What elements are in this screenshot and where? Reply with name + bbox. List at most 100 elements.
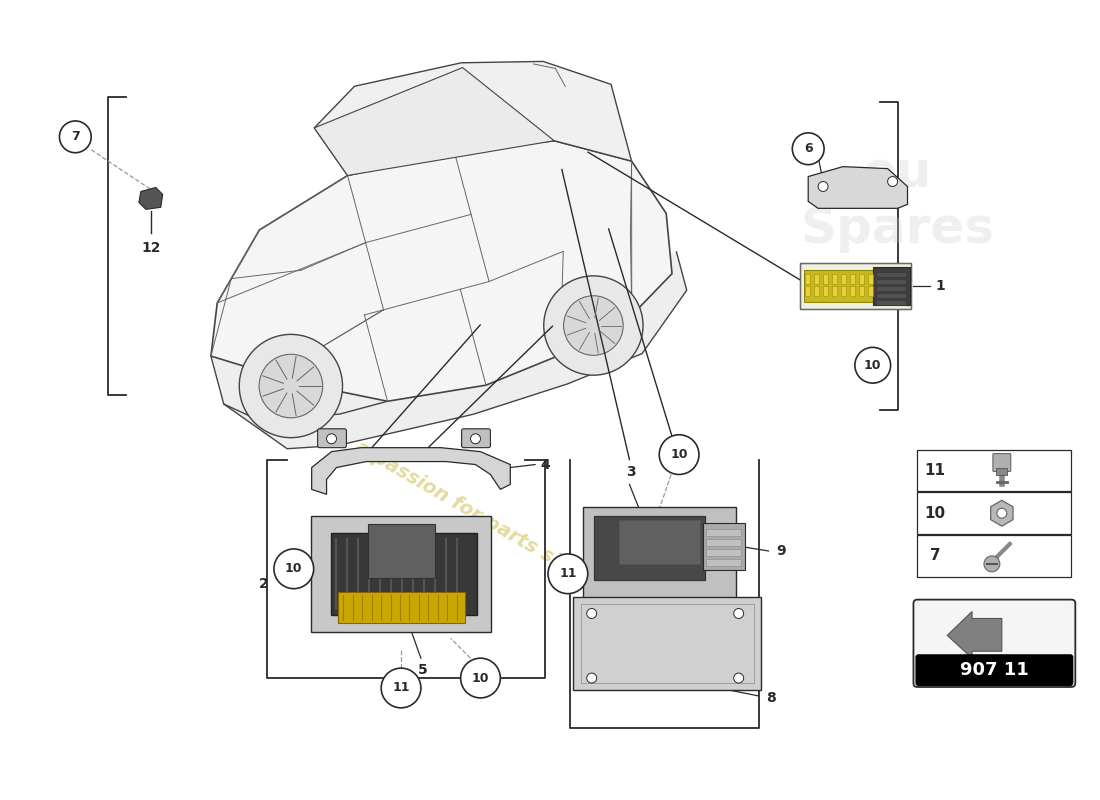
- Bar: [706, 539, 740, 546]
- FancyBboxPatch shape: [805, 286, 811, 296]
- Bar: [918, 658, 1070, 681]
- FancyBboxPatch shape: [913, 600, 1076, 687]
- Circle shape: [818, 182, 828, 191]
- Circle shape: [888, 177, 898, 186]
- FancyBboxPatch shape: [850, 286, 855, 296]
- FancyBboxPatch shape: [868, 286, 872, 296]
- FancyBboxPatch shape: [594, 516, 705, 580]
- Bar: [876, 300, 905, 305]
- FancyBboxPatch shape: [583, 507, 736, 601]
- FancyBboxPatch shape: [832, 274, 837, 284]
- Circle shape: [274, 549, 313, 589]
- Circle shape: [734, 609, 744, 618]
- Text: 11: 11: [925, 463, 946, 478]
- FancyBboxPatch shape: [842, 274, 846, 284]
- Polygon shape: [947, 611, 1002, 658]
- Circle shape: [586, 609, 596, 618]
- Circle shape: [260, 354, 322, 418]
- Circle shape: [382, 668, 421, 708]
- Text: 10: 10: [925, 506, 946, 521]
- Circle shape: [792, 133, 824, 165]
- Circle shape: [327, 434, 337, 444]
- FancyBboxPatch shape: [814, 274, 820, 284]
- Text: 9: 9: [777, 544, 786, 558]
- Text: 11: 11: [393, 682, 410, 694]
- Circle shape: [997, 508, 1006, 518]
- FancyBboxPatch shape: [462, 429, 491, 448]
- Circle shape: [586, 673, 596, 683]
- Polygon shape: [311, 448, 510, 494]
- Text: 1: 1: [935, 278, 945, 293]
- Circle shape: [984, 556, 1000, 572]
- FancyBboxPatch shape: [859, 286, 864, 296]
- Text: 5: 5: [418, 663, 428, 677]
- FancyBboxPatch shape: [703, 523, 745, 570]
- Bar: [876, 272, 905, 277]
- FancyBboxPatch shape: [868, 274, 872, 284]
- FancyBboxPatch shape: [850, 274, 855, 284]
- Text: 10: 10: [472, 671, 490, 685]
- Text: 12: 12: [141, 241, 161, 255]
- Bar: [706, 559, 740, 566]
- Circle shape: [59, 121, 91, 153]
- Text: 10: 10: [670, 448, 688, 461]
- Polygon shape: [211, 141, 686, 449]
- Text: 907 11: 907 11: [960, 661, 1028, 679]
- Text: 4: 4: [540, 458, 550, 471]
- Text: 3: 3: [627, 465, 636, 478]
- FancyBboxPatch shape: [804, 270, 873, 302]
- Circle shape: [548, 554, 587, 594]
- Text: 10: 10: [285, 562, 303, 575]
- FancyBboxPatch shape: [823, 286, 828, 296]
- FancyBboxPatch shape: [993, 454, 1011, 471]
- Polygon shape: [808, 166, 908, 208]
- FancyBboxPatch shape: [872, 267, 911, 305]
- Circle shape: [240, 334, 342, 438]
- Polygon shape: [315, 62, 631, 175]
- Text: 11: 11: [559, 567, 576, 580]
- FancyBboxPatch shape: [997, 468, 1008, 475]
- FancyBboxPatch shape: [823, 274, 828, 284]
- Bar: [706, 529, 740, 536]
- FancyBboxPatch shape: [618, 520, 700, 564]
- Text: 10: 10: [864, 358, 881, 372]
- FancyBboxPatch shape: [573, 597, 760, 690]
- FancyBboxPatch shape: [832, 286, 837, 296]
- FancyBboxPatch shape: [842, 286, 846, 296]
- Text: 8: 8: [767, 691, 777, 705]
- Bar: [876, 279, 905, 284]
- Text: a passion for parts since 1965: a passion for parts since 1965: [352, 438, 649, 620]
- Polygon shape: [315, 67, 554, 175]
- Circle shape: [855, 347, 891, 383]
- Bar: [917, 450, 1071, 491]
- FancyBboxPatch shape: [814, 286, 820, 296]
- Bar: [706, 549, 740, 556]
- Bar: [917, 535, 1071, 577]
- FancyBboxPatch shape: [915, 654, 1074, 686]
- Circle shape: [734, 673, 744, 683]
- Polygon shape: [211, 141, 672, 402]
- Circle shape: [543, 276, 644, 375]
- Bar: [876, 286, 905, 290]
- FancyBboxPatch shape: [368, 524, 434, 578]
- FancyBboxPatch shape: [318, 429, 346, 448]
- Text: 6: 6: [804, 142, 813, 155]
- Circle shape: [461, 658, 500, 698]
- FancyBboxPatch shape: [859, 274, 864, 284]
- FancyBboxPatch shape: [801, 263, 912, 309]
- FancyBboxPatch shape: [310, 516, 492, 632]
- Polygon shape: [991, 500, 1013, 526]
- FancyBboxPatch shape: [805, 274, 811, 284]
- Polygon shape: [139, 187, 163, 210]
- Text: eu
Spares: eu Spares: [801, 150, 994, 253]
- Circle shape: [563, 296, 624, 355]
- Bar: [917, 492, 1071, 534]
- Text: 7: 7: [70, 130, 79, 143]
- Circle shape: [471, 434, 481, 444]
- FancyBboxPatch shape: [330, 533, 476, 614]
- Bar: [876, 293, 905, 298]
- Circle shape: [659, 434, 698, 474]
- Text: 7: 7: [930, 549, 940, 563]
- Text: 2: 2: [260, 577, 268, 590]
- FancyBboxPatch shape: [339, 592, 464, 623]
